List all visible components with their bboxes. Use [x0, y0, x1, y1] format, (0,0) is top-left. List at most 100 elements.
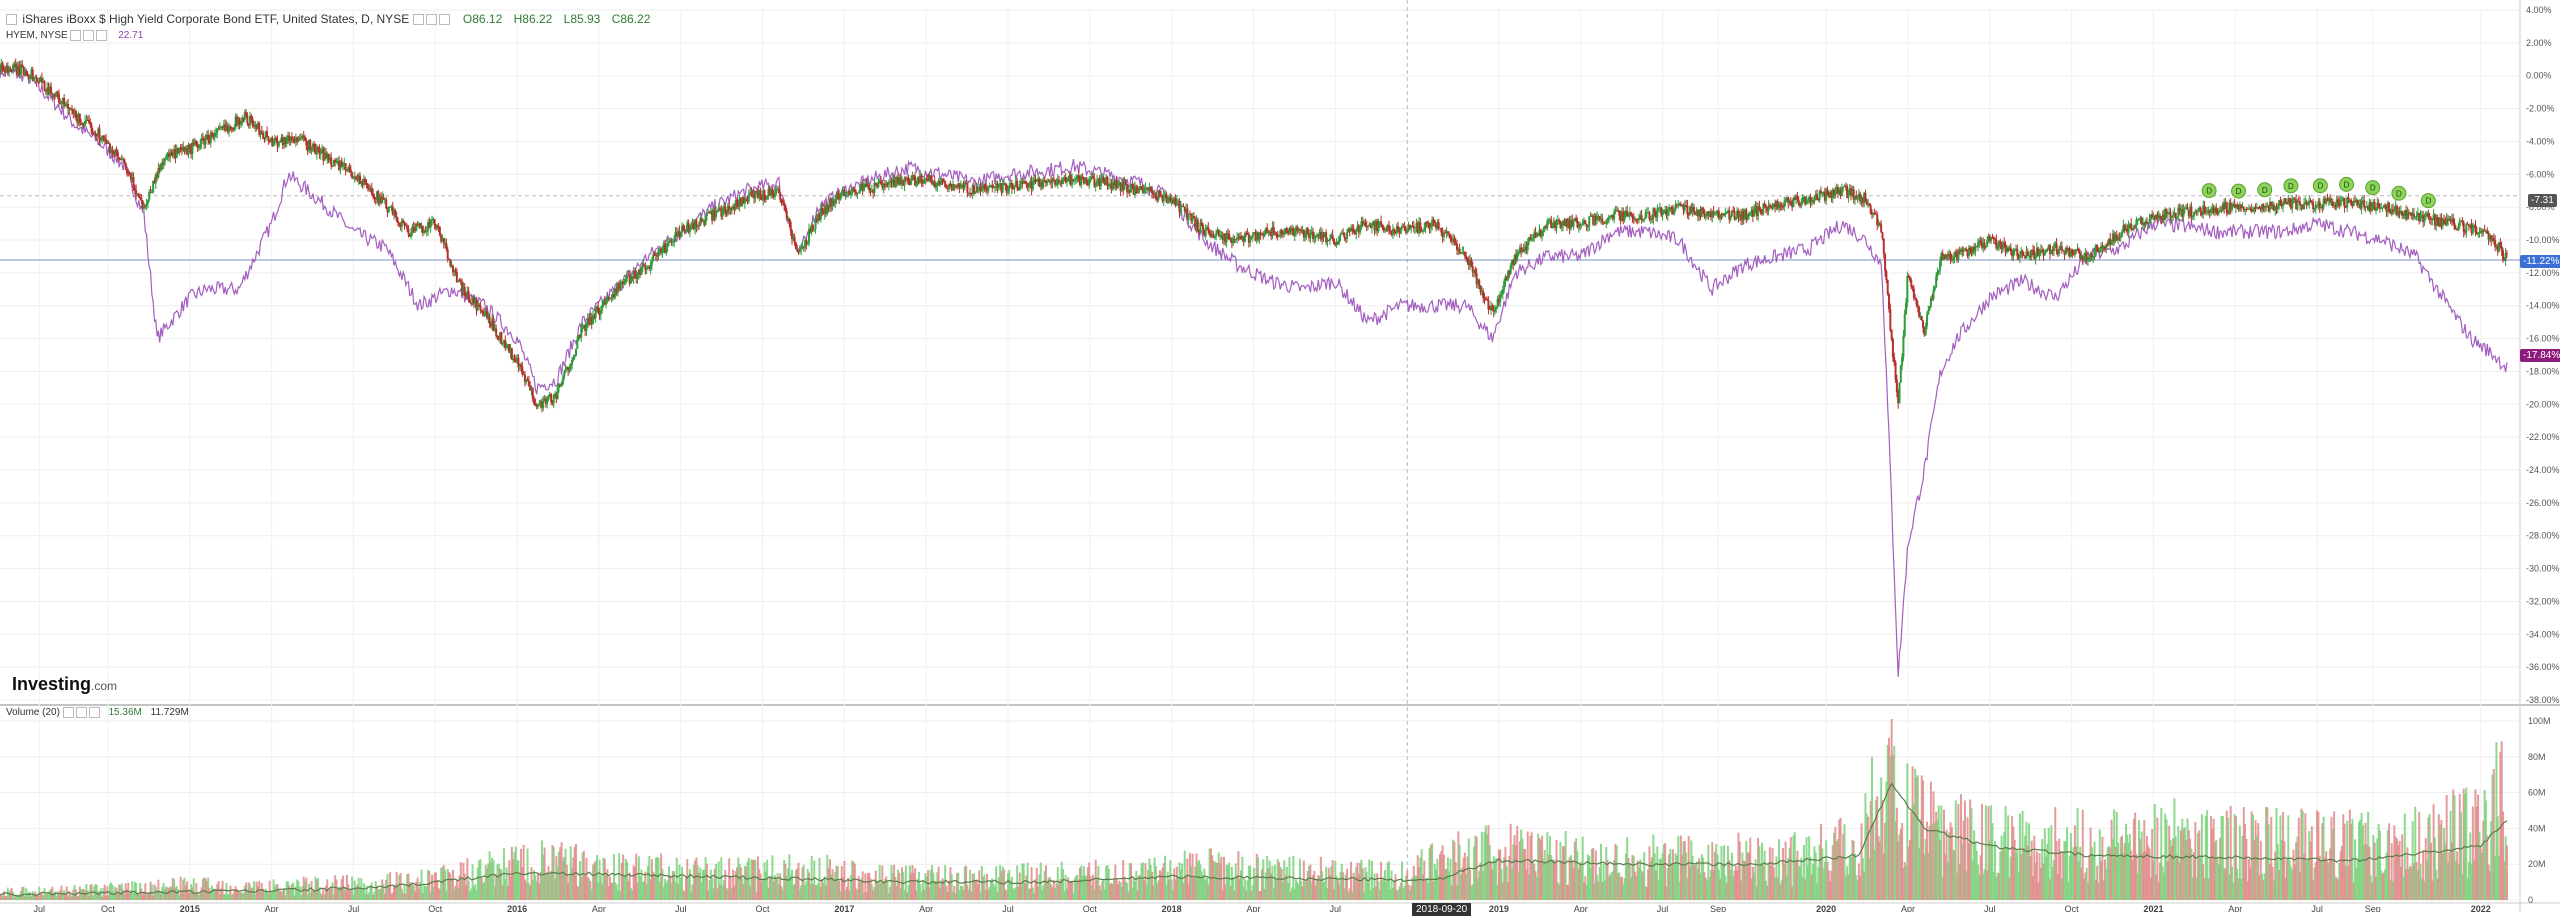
- candle-body: [936, 183, 938, 187]
- candle-body: [25, 72, 27, 76]
- candle-body: [1885, 271, 1887, 280]
- candle-body: [888, 182, 890, 184]
- candle-body: [1304, 237, 1306, 238]
- candle-body: [795, 242, 797, 248]
- candle-body: [788, 218, 790, 222]
- candle-body: [1542, 229, 1544, 233]
- candle-body: [1730, 217, 1732, 220]
- candle-body: [2499, 242, 2501, 246]
- candle-body: [1028, 185, 1030, 188]
- candle-body: [2138, 219, 2140, 220]
- candle-body: [1693, 207, 1695, 212]
- candle-body: [689, 229, 691, 233]
- candle-body: [2289, 198, 2291, 201]
- candle-body: [854, 189, 856, 192]
- candle-body: [1753, 208, 1755, 216]
- candle-body: [2321, 207, 2323, 208]
- candle-body: [133, 177, 135, 187]
- candle-body: [1397, 226, 1399, 229]
- candle-body: [571, 360, 573, 365]
- candle-body: [455, 270, 457, 272]
- candle-body: [807, 243, 809, 245]
- candle-body: [1353, 229, 1355, 232]
- candle-body: [1883, 238, 1885, 253]
- candle-body: [1816, 194, 1818, 198]
- candle-body: [59, 103, 61, 104]
- candle-body: [2393, 210, 2395, 211]
- candle-body: [2039, 251, 2041, 257]
- candle-body: [1772, 207, 1774, 208]
- candle-body: [2251, 209, 2253, 211]
- candle-body: [553, 395, 555, 403]
- candle-body: [1648, 213, 1650, 220]
- candle-body: [521, 367, 523, 374]
- candle-body: [1377, 223, 1379, 231]
- candle-body: [1796, 196, 1798, 200]
- candle-body: [215, 132, 217, 134]
- candle-body: [2425, 215, 2427, 217]
- candle-body: [394, 210, 396, 216]
- candle-body: [1307, 228, 1309, 233]
- candle-body: [71, 108, 73, 109]
- candle-body: [511, 348, 513, 359]
- candle-body: [126, 170, 128, 174]
- candle-body: [575, 349, 577, 356]
- candle-body: [1638, 218, 1640, 220]
- candle-body: [291, 137, 293, 139]
- candle-body: [2384, 205, 2386, 207]
- candle-body: [311, 150, 313, 151]
- candle-body: [550, 394, 552, 402]
- candle-body: [1159, 190, 1161, 196]
- candle-body: [506, 347, 508, 348]
- candle-body: [2452, 219, 2454, 223]
- candle-body: [123, 159, 125, 163]
- candle-body: [489, 317, 491, 324]
- candle-body: [974, 192, 976, 194]
- candle-body: [1688, 214, 1690, 215]
- candle-body: [2147, 222, 2149, 223]
- candle-body: [2010, 248, 2012, 251]
- candle-body: [2062, 250, 2064, 251]
- candle-body: [2443, 220, 2445, 222]
- candle-body: [211, 132, 213, 133]
- candle-body: [1541, 232, 1543, 236]
- candle-body: [1834, 192, 1836, 196]
- candle-body: [561, 384, 563, 385]
- candle-body: [1303, 230, 1305, 238]
- candle-body: [1400, 228, 1402, 234]
- candle-body: [2190, 207, 2192, 217]
- candle-body: [985, 187, 987, 189]
- candle-body: [994, 187, 996, 188]
- candle-body: [205, 138, 207, 144]
- candle-body: [286, 138, 288, 144]
- candle-body: [1371, 225, 1373, 227]
- candle-body: [2197, 211, 2199, 212]
- candle-body: [445, 243, 447, 249]
- candle-body: [1870, 206, 1872, 214]
- candle-body: [812, 225, 814, 229]
- candle-body: [778, 189, 780, 193]
- candle-body: [1333, 239, 1335, 244]
- candle-body: [2416, 216, 2418, 217]
- candle-body: [1601, 219, 1603, 222]
- candle-body: [279, 141, 281, 142]
- candle-body: [267, 136, 269, 140]
- candle-body: [595, 310, 597, 318]
- candle-body: [1575, 218, 1577, 221]
- candle-body: [600, 310, 602, 315]
- candle-body: [2465, 224, 2467, 233]
- candle-body: [1226, 233, 1228, 242]
- candle-body: [2058, 248, 2060, 254]
- candle-body: [1092, 176, 1094, 178]
- candle-body: [1359, 227, 1361, 233]
- candle-body: [2344, 198, 2346, 207]
- candle-body: [214, 135, 216, 137]
- candle-body: [1283, 232, 1285, 234]
- candle-body: [748, 195, 750, 202]
- candle-body: [1078, 176, 1080, 180]
- candle-body: [943, 180, 945, 182]
- candle-body: [317, 147, 319, 150]
- candle-body: [764, 190, 766, 199]
- candle-body: [2291, 199, 2293, 208]
